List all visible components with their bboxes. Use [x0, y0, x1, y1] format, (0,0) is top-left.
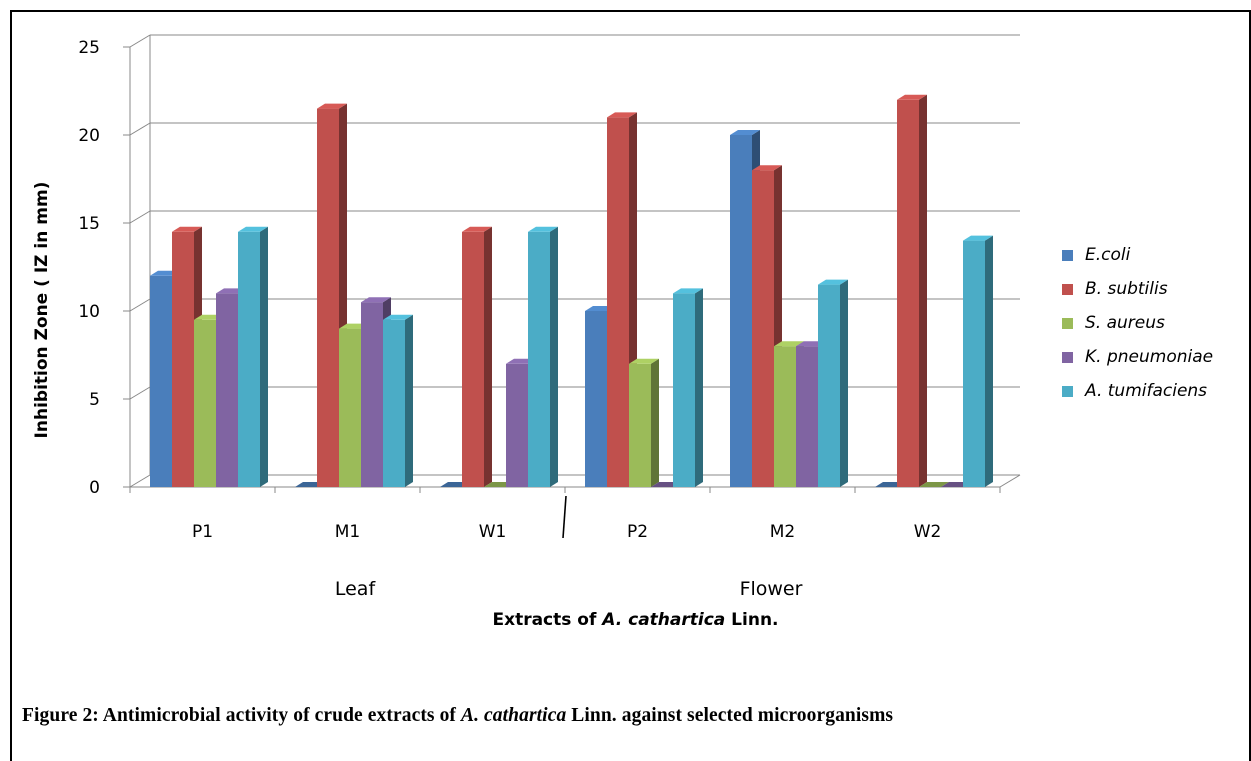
bar-top-m1-series-4	[361, 297, 391, 303]
y-tick-label: 0	[89, 478, 100, 498]
x-axis-title-species: A. cathartica	[602, 610, 726, 630]
bar-w1-series-4	[506, 363, 528, 487]
legend-label: S. aureus	[1085, 313, 1165, 333]
bar-p1-series-4	[216, 293, 238, 487]
legend-item: E.coli	[1062, 238, 1213, 272]
legend-label: A. tumifaciens	[1085, 381, 1208, 401]
bar-top-m2-series-5	[818, 279, 848, 285]
gridline-depth	[129, 34, 151, 48]
x-axis-title-part-3: Linn.	[725, 610, 779, 630]
bar-m2-series-4	[796, 346, 818, 487]
legend-item: A. tumifaciens	[1062, 374, 1213, 408]
bar-w2-series-2	[897, 99, 919, 488]
x-tick-label-w1: W1	[479, 522, 507, 542]
bar-w2-series-5	[963, 240, 985, 487]
bar-top-w1-series-5	[528, 226, 558, 232]
bar-side-m2-series-5	[840, 279, 848, 487]
x-tick-label-m2: M2	[770, 522, 795, 542]
bar-top-p2-series-2	[607, 112, 637, 118]
y-tick-label: 10	[78, 302, 100, 322]
caption-suffix: Linn. against selected microorganisms	[566, 705, 894, 726]
bar-top-w2-series-2	[897, 94, 927, 100]
legend-swatch	[1062, 249, 1073, 261]
legend-item: S. aureus	[1062, 306, 1213, 340]
legend-label: B. subtilis	[1085, 279, 1168, 299]
bar-m1-series-2	[317, 108, 339, 487]
legend-swatch	[1062, 385, 1073, 397]
bar-m2-series-5	[818, 284, 840, 487]
gridline-depth	[129, 386, 151, 400]
bar-side-m1-series-5	[405, 314, 413, 487]
y-tick-label: 5	[89, 390, 100, 410]
legend-swatch	[1062, 317, 1073, 329]
figure-caption: Figure 2: Antimicrobial activity of crud…	[22, 705, 893, 727]
bar-p1-series-3	[194, 319, 216, 487]
gridline-depth	[129, 122, 151, 136]
bar-w1-series-5	[528, 231, 550, 487]
bar-top-m2-series-2	[752, 165, 782, 171]
legend-label: K. pneumoniae	[1085, 347, 1214, 367]
bar-m2-series-2	[752, 170, 774, 487]
legend-item: B. subtilis	[1062, 272, 1213, 306]
bar-p1-series-1	[150, 275, 172, 487]
bar-side-p1-series-5	[260, 226, 268, 488]
x-axis-title-part-1: Extracts of	[492, 610, 603, 630]
bar-side-w1-series-2	[484, 226, 492, 488]
bar-chart: 0 5 10 15 20 25 Inhibition Zone ( IZ in mm) P1 M…	[32, 34, 1021, 600]
legend-swatch	[1062, 283, 1073, 295]
bar-top-m2-series-1	[730, 130, 760, 135]
legend-label: E.coli	[1085, 245, 1131, 265]
gridline-depth	[129, 210, 151, 224]
figure-frame	[10, 10, 1251, 761]
x-tick-label-w2: W2	[914, 522, 942, 542]
caption-species: A. cathartica	[461, 705, 567, 726]
y-axis-title: Inhibition Zone ( IZ in mm)	[32, 182, 52, 439]
bar-m1-series-4	[361, 302, 383, 487]
bar-w1-series-2	[462, 231, 484, 487]
group-label-leaf: Leaf	[335, 578, 377, 600]
bar-p1-series-2	[172, 231, 194, 487]
bar-top-w2-series-5	[963, 235, 993, 241]
bar-m1-series-3	[339, 328, 361, 487]
y-tick-label: 15	[78, 214, 100, 234]
bar-w2-series-3	[919, 482, 949, 487]
bar-top-w1-series-2	[462, 226, 492, 232]
group-separator	[562, 495, 567, 539]
bar-top-p1-series-5	[238, 226, 268, 232]
bar-p1-series-5	[238, 231, 260, 487]
caption-prefix: Figure 2: Antimicrobial activity of crud…	[22, 705, 461, 726]
bar-p2-series-5	[673, 293, 695, 487]
bar-top-m1-series-5	[383, 314, 413, 320]
bar-side-p2-series-5	[695, 288, 703, 487]
bar-p2-series-1	[585, 311, 607, 487]
bar-side-w1-series-5	[550, 226, 558, 488]
bar-m1-series-5	[383, 319, 405, 487]
x-axis-title: Extracts of A. cathartica Linn.	[0, 610, 1251, 630]
x-tick-label-p1: P1	[192, 522, 213, 542]
x-tick-label-p2: P2	[627, 522, 648, 542]
chart-legend: E.coli B. subtilis S. aureus K. pneumoniae A…	[1062, 238, 1213, 408]
x-tick-label-m1: M1	[335, 522, 360, 542]
bar-side-w2-series-2	[919, 94, 927, 488]
y-tick-label: 20	[78, 126, 100, 146]
bar-top-m2-series-3	[774, 341, 804, 347]
y-tick-label: 25	[78, 38, 100, 58]
legend-item: K. pneumoniae	[1062, 340, 1213, 374]
gridline-depth	[129, 474, 151, 488]
bar-side-p2-series-3	[651, 358, 659, 487]
bar-m2-series-3	[774, 346, 796, 487]
bar-m2-series-1	[730, 135, 752, 487]
gridline-depth	[129, 298, 151, 312]
floor-right-edge	[999, 474, 1021, 488]
group-label-flower: Flower	[740, 578, 803, 600]
bar-top-p2-series-5	[673, 288, 703, 294]
bar-top-p1-series-2	[172, 226, 202, 232]
bar-p2-series-3	[629, 363, 651, 487]
bar-top-p2-series-3	[629, 358, 659, 364]
bar-p2-series-2	[607, 117, 629, 488]
legend-swatch	[1062, 351, 1073, 363]
bar-side-w2-series-5	[985, 235, 993, 487]
bar-top-m1-series-2	[317, 103, 347, 109]
